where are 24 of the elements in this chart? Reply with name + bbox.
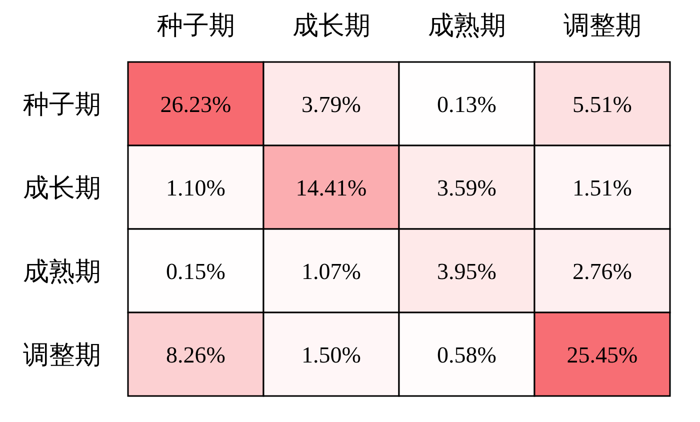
data-label: 14.41% <box>296 175 367 200</box>
data-label: 1.51% <box>572 175 632 200</box>
y-tick-label: 种子期 <box>23 90 101 119</box>
x-tick-label: 种子期 <box>156 11 235 40</box>
data-label: 26.23% <box>160 92 232 117</box>
data-label: 3.59% <box>437 175 496 200</box>
x-tick-label: 成长期 <box>292 11 370 40</box>
data-label: 0.58% <box>437 342 496 368</box>
y-tick-label: 成熟期 <box>23 256 101 286</box>
x-tick-label: 调整期 <box>563 11 642 40</box>
y-tick-label: 调整期 <box>23 340 101 370</box>
data-label: 2.76% <box>572 258 632 284</box>
data-label: 25.45% <box>566 342 638 368</box>
x-tick-label: 成熟期 <box>428 11 506 40</box>
data-label: 1.07% <box>302 258 361 284</box>
data-label: 8.26% <box>166 342 226 368</box>
data-label: 3.79% <box>302 92 361 117</box>
y-tick-label: 成长期 <box>23 173 101 202</box>
data-label: 1.10% <box>166 175 226 200</box>
data-label: 1.50% <box>302 342 361 368</box>
data-label: 5.51% <box>572 92 632 117</box>
data-label: 0.13% <box>437 92 496 117</box>
data-label: 0.15% <box>166 258 226 284</box>
data-label: 3.95% <box>437 258 496 284</box>
